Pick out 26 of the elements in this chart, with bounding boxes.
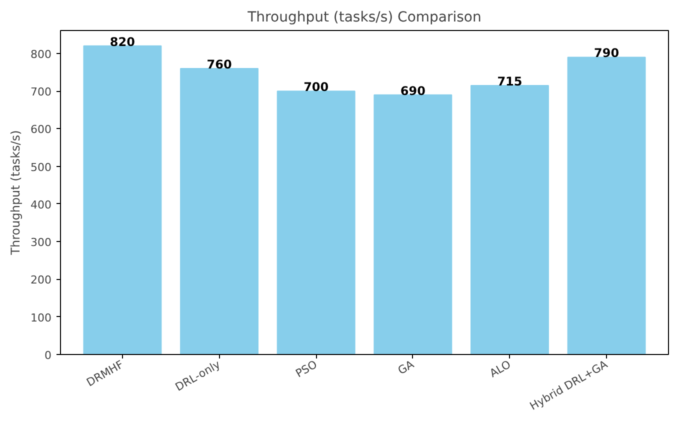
bar	[276, 90, 356, 354]
data-label: 715	[497, 74, 522, 88]
data-label: 820	[110, 34, 135, 49]
x-tick-label: ALO	[487, 358, 514, 380]
bar	[180, 68, 259, 354]
y-tick-label: 800	[30, 48, 52, 61]
y-tick-label: 400	[30, 198, 52, 212]
y-tick-label: 100	[30, 311, 52, 324]
y-axis-title: Throughput (tasks/s)	[8, 130, 23, 256]
y-tick-label: 300	[30, 236, 52, 250]
bar	[83, 45, 162, 354]
x-tick-label: GA	[396, 358, 417, 378]
y-tick-label: 600	[30, 123, 52, 136]
y-tick-label: 0	[44, 349, 52, 362]
y-tick-label: 500	[30, 160, 52, 174]
bar	[567, 56, 646, 354]
x-tick-label: PSO	[294, 358, 320, 380]
chart-title: Throughput (tasks/s) Comparison	[246, 10, 482, 26]
bar	[470, 84, 549, 354]
bar	[374, 94, 452, 354]
data-label: 700	[304, 80, 329, 94]
y-tick-label: 700	[30, 86, 52, 99]
data-label: 690	[400, 84, 426, 98]
y-tick-label: 200	[30, 274, 52, 287]
data-label: 790	[594, 46, 620, 60]
data-label: 760	[206, 58, 232, 72]
